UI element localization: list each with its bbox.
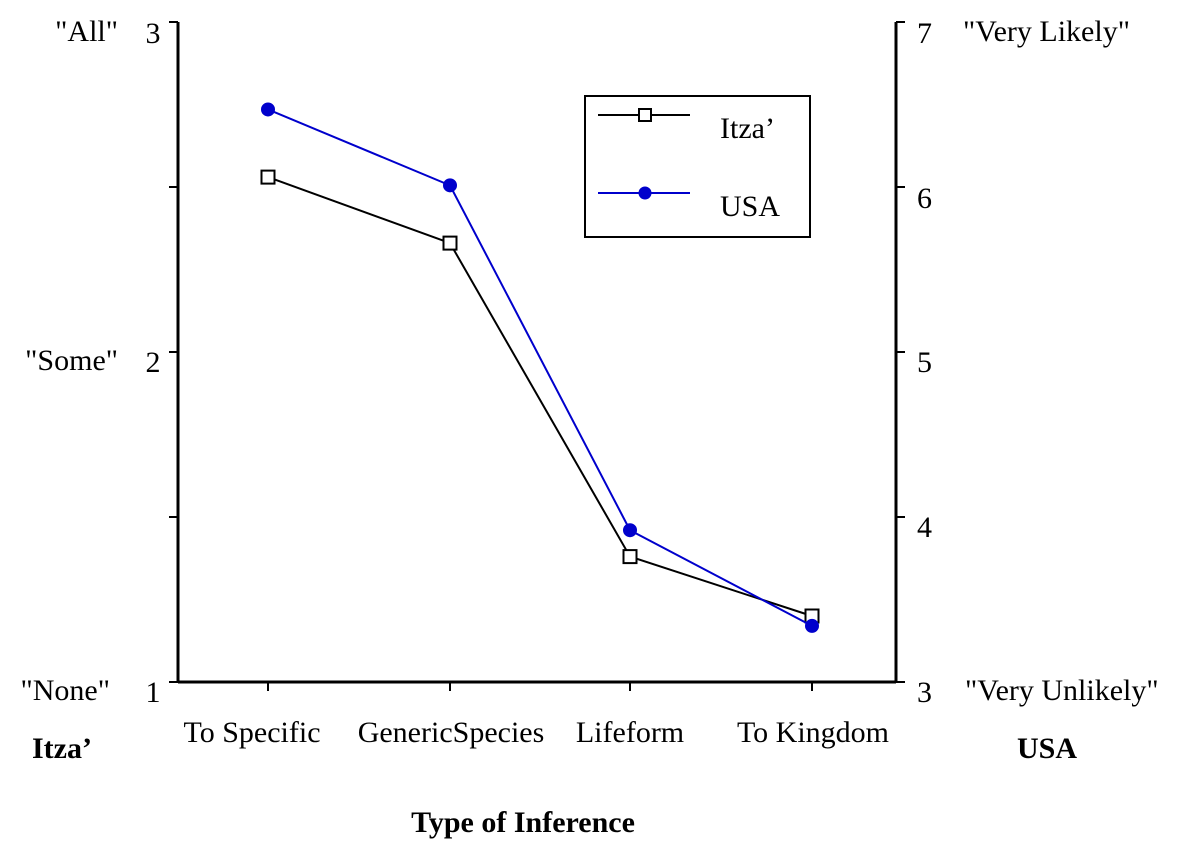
category-label-to-kingdom: To Kingdom	[737, 716, 889, 749]
right-axis-title: USA	[1017, 732, 1077, 765]
legend-marker-usa	[638, 186, 652, 200]
right-anchor-very-unlikely: "Very Unlikely"	[965, 674, 1159, 707]
data-point-usa	[261, 102, 275, 117]
right-tick-label-3: 3	[917, 676, 932, 709]
data-point-itza	[442, 235, 458, 251]
data-point-usa	[443, 178, 457, 193]
x-axis-title: Type of Inference	[411, 806, 635, 839]
data-point-usa	[623, 523, 637, 538]
data-point-itza	[622, 549, 638, 565]
left-axis-title: Itza’	[32, 732, 92, 765]
legend-label-usa: USA	[720, 190, 780, 223]
series-line-itza	[267, 176, 813, 617]
legend-box	[584, 95, 811, 238]
legend-label-itza: Itza’	[720, 112, 775, 145]
series-layer	[260, 102, 820, 633]
left-anchor-none: "None"	[21, 674, 110, 707]
x-axis-ticks	[267, 682, 813, 691]
data-point-usa	[805, 618, 819, 633]
right-tick-label-7: 7	[917, 17, 932, 50]
right-tick-label-6: 6	[917, 182, 932, 215]
legend: Itza’ USA	[584, 95, 811, 238]
category-label-to-specific: To Specific	[183, 716, 320, 749]
right-anchor-very-likely: "Very Likely"	[963, 15, 1130, 48]
right-tick-label-5: 5	[917, 346, 932, 379]
data-point-itza	[260, 169, 276, 185]
category-label-lifeform: Lifeform	[576, 716, 684, 749]
left-axis-ticks	[169, 21, 178, 683]
right-axis-ticks	[896, 21, 905, 683]
left-anchor-all: "All"	[55, 15, 118, 48]
category-label-generic-species: GenericSpecies	[358, 716, 545, 749]
left-tick-label-2: 2	[146, 346, 161, 379]
series-line-usa	[267, 108, 813, 627]
legend-marker-itza	[638, 108, 652, 122]
left-tick-label-1: 1	[146, 676, 161, 709]
left-anchor-some: "Some"	[25, 344, 118, 377]
right-tick-label-4: 4	[917, 511, 932, 544]
left-tick-label-3: 3	[146, 17, 161, 50]
